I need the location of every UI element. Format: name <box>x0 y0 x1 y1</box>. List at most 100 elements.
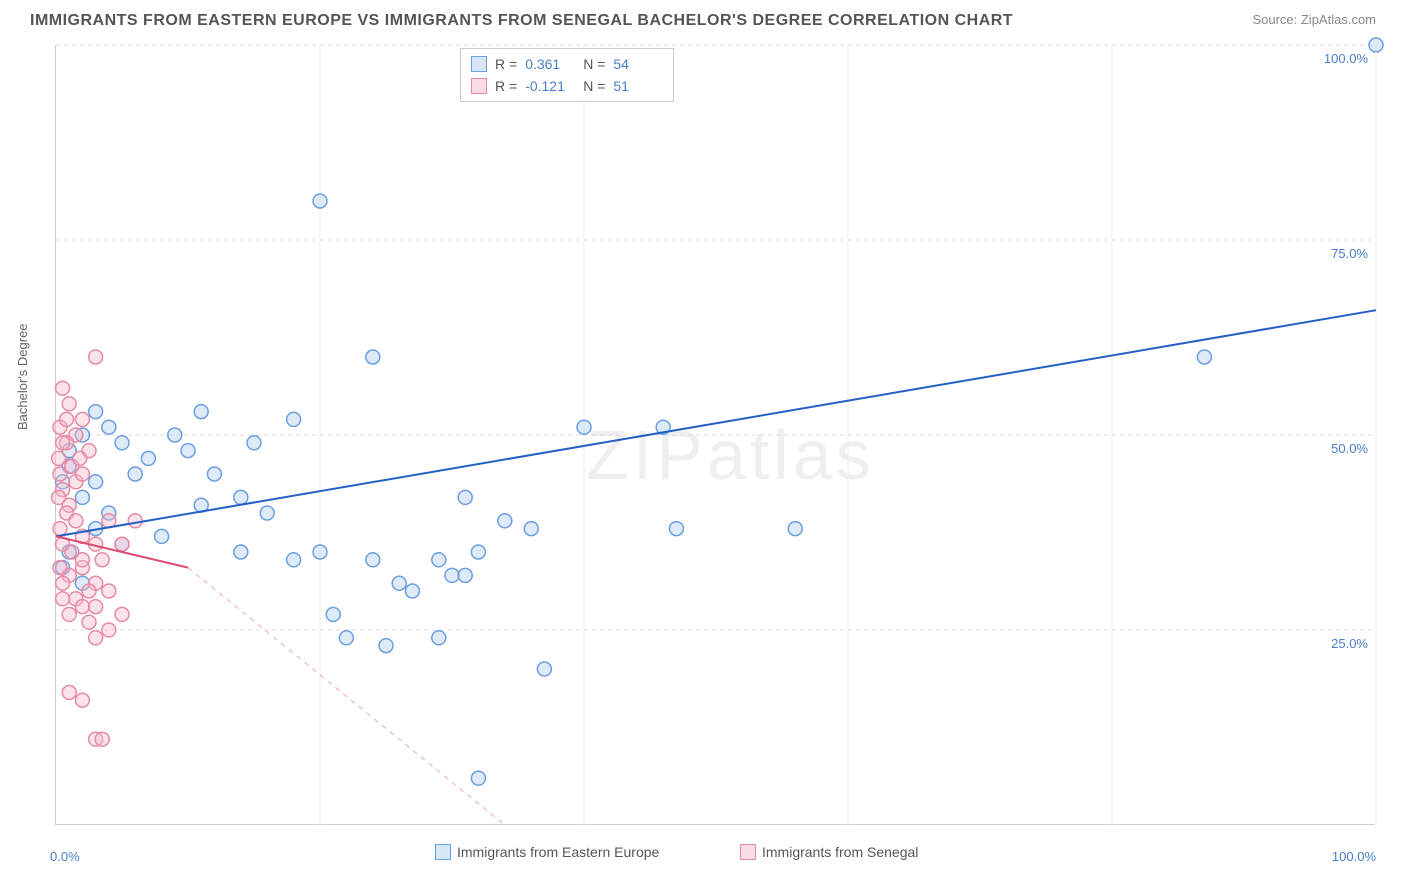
scatter-point <box>207 467 221 481</box>
scatter-point <box>168 428 182 442</box>
swatch-icon <box>471 56 487 72</box>
scatter-point <box>445 568 459 582</box>
r-label: R = <box>495 78 517 94</box>
y-tick-label: 50.0% <box>1331 441 1368 456</box>
y-tick-label: 25.0% <box>1331 636 1368 651</box>
scatter-point <box>102 420 116 434</box>
n-value: 51 <box>613 78 663 94</box>
x-axis-min: 0.0% <box>50 849 80 864</box>
r-label: R = <box>495 56 517 72</box>
swatch-icon <box>740 844 756 860</box>
scatter-point <box>52 451 66 465</box>
scatter-point <box>56 436 70 450</box>
scatter-point <box>181 444 195 458</box>
legend-stat-row: R = -0.121 N = 51 <box>471 75 663 97</box>
scatter-point <box>89 475 103 489</box>
y-tick-label: 75.0% <box>1331 246 1368 261</box>
scatter-point <box>89 600 103 614</box>
y-axis-label: Bachelor's Degree <box>15 323 30 430</box>
x-axis-max: 100.0% <box>1332 849 1376 864</box>
scatter-point <box>62 607 76 621</box>
scatter-point <box>392 576 406 590</box>
n-label: N = <box>583 56 605 72</box>
scatter-point <box>788 522 802 536</box>
scatter-point <box>102 623 116 637</box>
scatter-point <box>95 732 109 746</box>
scatter-point <box>89 350 103 364</box>
scatter-point <box>287 412 301 426</box>
scatter-point <box>128 514 142 528</box>
scatter-point <box>53 561 67 575</box>
scatter-point <box>128 467 142 481</box>
scatter-point <box>537 662 551 676</box>
legend-series-2: Immigrants from Senegal <box>740 844 918 860</box>
scatter-point <box>234 490 248 504</box>
y-tick-label: 100.0% <box>1324 51 1369 66</box>
swatch-icon <box>435 844 451 860</box>
legend-series-1: Immigrants from Eastern Europe <box>435 844 659 860</box>
scatter-point <box>260 506 274 520</box>
scatter-point <box>115 607 129 621</box>
scatter-point <box>141 451 155 465</box>
scatter-point <box>471 545 485 559</box>
swatch-icon <box>471 78 487 94</box>
scatter-point <box>471 771 485 785</box>
scatter-point <box>669 522 683 536</box>
scatter-point <box>326 607 340 621</box>
scatter-point <box>1369 38 1383 52</box>
legend-label: Immigrants from Eastern Europe <box>457 844 659 860</box>
scatter-point <box>1197 350 1211 364</box>
r-value: 0.361 <box>525 56 575 72</box>
scatter-point <box>89 405 103 419</box>
scatter-point <box>313 194 327 208</box>
n-value: 54 <box>613 56 663 72</box>
n-label: N = <box>583 78 605 94</box>
scatter-point <box>56 381 70 395</box>
scatter-point <box>75 693 89 707</box>
trend-line-pink-dash <box>188 568 505 825</box>
scatter-point <box>379 639 393 653</box>
scatter-point <box>56 592 70 606</box>
scatter-point <box>194 405 208 419</box>
scatter-point <box>75 467 89 481</box>
legend-label: Immigrants from Senegal <box>762 844 918 860</box>
chart-svg: 25.0% 50.0% 75.0% 100.0% <box>56 45 1375 824</box>
scatter-point <box>458 490 472 504</box>
scatter-point <box>102 584 116 598</box>
scatter-point <box>89 631 103 645</box>
chart-title: IMMIGRANTS FROM EASTERN EUROPE VS IMMIGR… <box>30 12 1013 30</box>
scatter-point <box>53 522 67 536</box>
scatter-point <box>75 553 89 567</box>
scatter-point <box>405 584 419 598</box>
scatter-point <box>115 537 129 551</box>
scatter-point <box>56 576 70 590</box>
scatter-point <box>247 436 261 450</box>
scatter-point <box>339 631 353 645</box>
scatter-point <box>73 451 87 465</box>
scatter-point <box>458 568 472 582</box>
scatter-point <box>524 522 538 536</box>
trend-line-blue <box>56 310 1376 536</box>
scatter-point <box>432 553 446 567</box>
scatter-point <box>366 553 380 567</box>
scatter-point <box>82 584 96 598</box>
scatter-point <box>498 514 512 528</box>
scatter-point <box>75 490 89 504</box>
scatter-point <box>62 397 76 411</box>
scatter-point <box>234 545 248 559</box>
scatter-point <box>432 631 446 645</box>
scatter-point <box>577 420 591 434</box>
scatter-point <box>75 600 89 614</box>
scatter-point <box>53 467 67 481</box>
scatter-point <box>62 685 76 699</box>
legend-stats: R = 0.361 N = 54 R = -0.121 N = 51 <box>460 48 674 102</box>
scatter-point <box>82 615 96 629</box>
source-attribution: Source: ZipAtlas.com <box>1252 12 1376 27</box>
scatter-point <box>313 545 327 559</box>
scatter-point <box>366 350 380 364</box>
scatter-point <box>69 514 83 528</box>
scatter-point <box>60 412 74 426</box>
scatter-point <box>95 553 109 567</box>
scatter-point <box>75 412 89 426</box>
r-value: -0.121 <box>525 78 575 94</box>
